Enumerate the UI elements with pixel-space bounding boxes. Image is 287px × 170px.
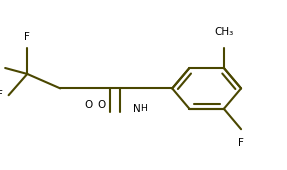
Text: F: F (0, 90, 3, 100)
Text: H: H (140, 104, 147, 113)
Text: N: N (133, 104, 141, 114)
Text: O: O (98, 100, 106, 110)
Text: O: O (85, 100, 93, 110)
Text: F: F (24, 32, 30, 42)
Text: CH₃: CH₃ (214, 27, 234, 37)
Text: F: F (238, 138, 244, 148)
